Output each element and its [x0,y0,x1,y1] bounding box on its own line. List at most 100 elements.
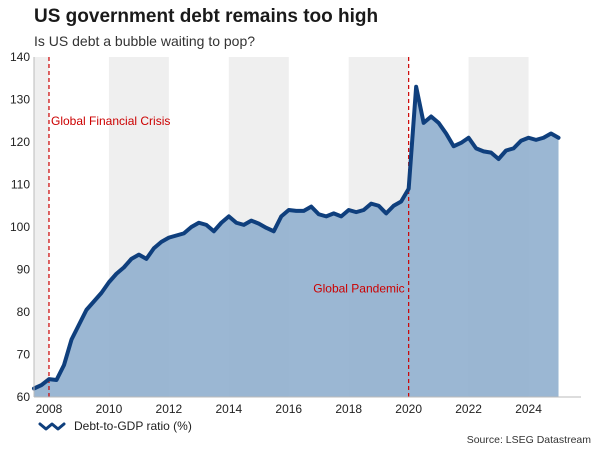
data-point-9 [100,292,102,294]
legend: Debt-to-GDP ratio (%) [38,419,192,433]
data-point-65 [520,140,522,142]
data-point-19 [175,234,177,236]
data-point-68 [542,137,544,139]
chart-title: US government debt remains too high [34,6,379,27]
y-tick-label-60: 60 [17,390,31,404]
source-note: Source: LSEG Datastream [466,434,591,446]
y-tick-label-100: 100 [10,220,30,234]
data-point-59 [475,147,477,149]
data-point-26 [228,215,230,217]
data-point-46 [377,205,379,207]
data-point-56 [452,145,454,147]
y-tick-label-130: 130 [10,93,30,107]
annotation-label-1: Global Pandemic [313,282,404,296]
x-tick-label-2008: 2008 [36,402,63,416]
y-tick-label-140: 140 [10,50,30,64]
series-area [34,86,559,397]
data-point-35 [295,210,297,212]
y-tick-label-90: 90 [17,263,31,277]
data-point-11 [115,273,117,275]
data-point-30 [258,222,260,224]
data-point-27 [235,222,237,224]
data-point-1 [40,384,42,386]
data-point-60 [482,150,484,152]
legend-label: Debt-to-GDP ratio (%) [74,419,192,433]
y-tick-label-120: 120 [10,135,30,149]
series-line [32,84,561,391]
data-point-45 [370,202,372,204]
annotation-label-0: Global Financial Crisis [51,114,170,128]
x-tick-label-2024: 2024 [515,402,542,416]
data-point-10 [108,281,110,283]
data-point-3 [55,379,57,381]
data-point-70 [557,137,559,139]
data-point-41 [340,215,342,217]
data-point-23 [205,224,207,226]
x-tick-label-2012: 2012 [156,402,183,416]
data-point-43 [355,211,357,213]
data-point-48 [392,205,394,207]
data-point-49 [400,200,402,202]
data-point-24 [213,230,215,232]
legend-line-swatch-icon [38,422,66,431]
data-point-66 [527,137,529,139]
x-tick-label-2016: 2016 [275,402,302,416]
data-point-17 [160,241,162,243]
data-point-8 [93,300,95,302]
data-point-13 [130,258,132,260]
data-point-34 [288,209,290,211]
data-point-57 [460,142,462,144]
data-point-42 [348,209,350,211]
data-point-4 [63,364,65,366]
data-point-36 [303,210,305,212]
data-point-52 [422,122,424,124]
data-point-40 [333,212,335,214]
data-point-55 [445,132,447,134]
x-tick-label-2014: 2014 [215,402,242,416]
y-tick-label-80: 80 [17,305,31,319]
data-point-31 [265,227,267,229]
data-point-37 [310,205,312,207]
data-point-38 [318,213,320,215]
data-point-32 [273,230,275,232]
x-tick-label-2022: 2022 [455,402,482,416]
data-point-7 [85,309,87,311]
data-point-28 [243,224,245,226]
data-point-44 [363,209,365,211]
data-point-20 [183,232,185,234]
data-point-58 [467,137,469,139]
data-point-12 [123,266,125,268]
data-point-5 [70,338,72,340]
data-point-16 [153,247,155,249]
x-tick-label-2020: 2020 [395,402,422,416]
y-tick-label-70: 70 [17,348,31,362]
x-tick-label-2018: 2018 [335,402,362,416]
shaded-band-0 [34,57,49,397]
data-point-54 [437,122,439,124]
chart-subtitle: Is US debt a bubble waiting to pop? [34,33,256,49]
data-point-6 [78,324,80,326]
data-point-69 [550,132,552,134]
data-point-47 [385,212,387,214]
data-point-63 [505,149,507,151]
data-point-50 [407,188,409,190]
data-point-64 [512,147,514,149]
data-point-18 [168,236,170,238]
x-tick-label-2010: 2010 [96,402,123,416]
data-point-15 [145,258,147,260]
data-point-2 [48,378,50,380]
data-point-39 [325,215,327,217]
data-point-61 [490,151,492,153]
y-tick-label-110: 110 [11,178,30,192]
data-point-62 [497,158,499,160]
data-point-67 [535,139,537,141]
data-point-14 [138,253,140,255]
data-point-53 [430,115,432,117]
data-point-25 [220,222,222,224]
data-point-51 [415,86,417,88]
data-point-33 [280,215,282,217]
data-point-29 [250,219,252,221]
data-point-21 [190,226,192,228]
